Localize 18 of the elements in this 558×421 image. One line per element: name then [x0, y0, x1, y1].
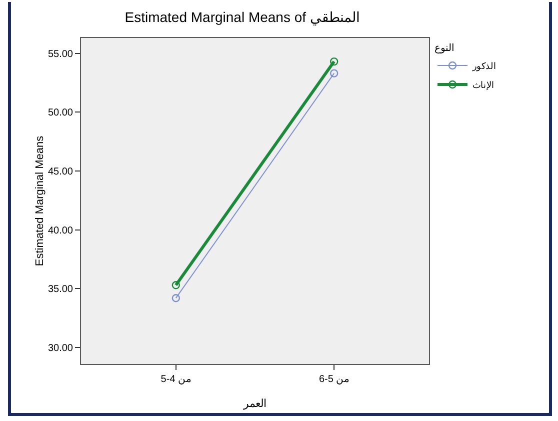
- point: [330, 69, 338, 78]
- y-axis-title: Estimated Marginal Means: [34, 135, 46, 266]
- chart-title: Estimated Marginal Means of المنطقي: [124, 9, 360, 26]
- x-tick-label: 6-5 من: [318, 374, 350, 385]
- y-tick-label: 30.00: [48, 343, 74, 354]
- x-tick-label: 5-4 من: [160, 374, 192, 385]
- legend-label: الذكور: [471, 61, 496, 72]
- y-tick-label: 50.00: [48, 108, 74, 119]
- legend-label: الإناث: [472, 80, 494, 92]
- point: [172, 294, 180, 302]
- y-tick-label: 55.00: [48, 48, 74, 60]
- y-tick-label: 40.00: [48, 225, 74, 236]
- x-axis-title: العمر: [242, 398, 266, 410]
- y-tick-label: 45.00: [48, 166, 74, 178]
- legend-title: النوع: [434, 43, 454, 54]
- point: [330, 57, 338, 66]
- y-tick-label: 35.00: [48, 284, 74, 296]
- point: [172, 281, 180, 290]
